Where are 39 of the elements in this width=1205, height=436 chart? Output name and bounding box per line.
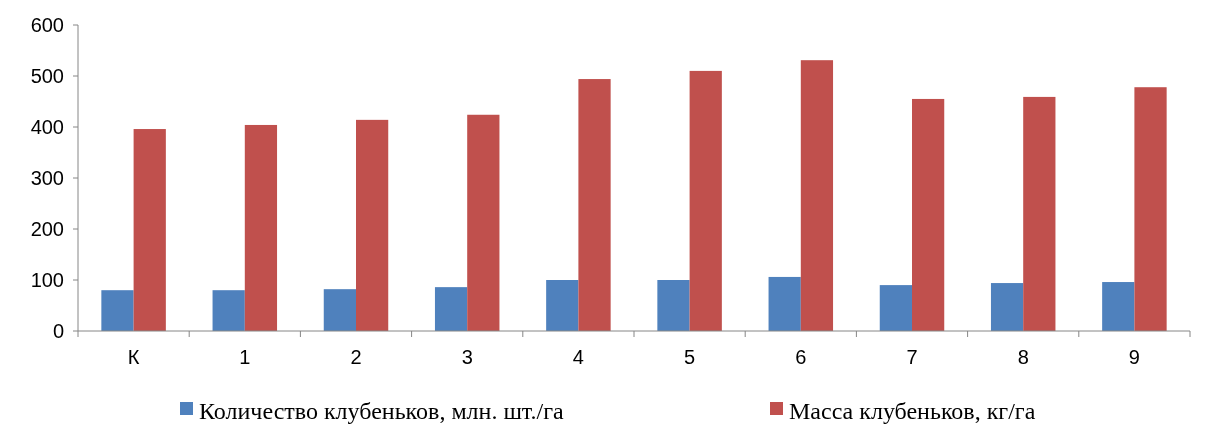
bar [768, 276, 801, 331]
x-tick-label: 6 [795, 346, 807, 368]
bar [990, 283, 1024, 331]
x-tick-label: 2 [350, 346, 362, 368]
y-tick-label: 300 [30, 167, 64, 189]
y-tick-label: 100 [30, 269, 64, 291]
x-tick-label: 5 [684, 346, 696, 368]
bar [1102, 282, 1135, 331]
bar [546, 280, 579, 331]
y-tick-label: 200 [30, 218, 64, 240]
x-tick-label: 7 [906, 346, 918, 368]
bar [657, 280, 690, 331]
x-tick-label: 1 [239, 346, 251, 368]
bar [689, 70, 722, 331]
bar [323, 289, 356, 331]
bar [467, 114, 500, 331]
bar [1023, 96, 1056, 331]
bar [578, 79, 611, 331]
y-tick-label: 500 [30, 65, 64, 87]
bar [101, 290, 134, 331]
bar [879, 285, 912, 331]
bar [133, 129, 166, 331]
y-tick-label: 600 [30, 14, 64, 36]
x-tick-label: 8 [1017, 346, 1029, 368]
bar [912, 98, 945, 331]
y-tick-label: 400 [30, 116, 64, 138]
legend-label: Количество клубеньков, млн. шт./га [199, 398, 565, 425]
legend-label: Масса клубеньков, кг/га [789, 398, 1036, 425]
x-tick-label: 9 [1128, 346, 1140, 368]
x-tick-label: 3 [461, 346, 473, 368]
bar [434, 287, 468, 331]
x-tick-label: 4 [572, 346, 584, 368]
x-tick-label: К [127, 346, 140, 368]
bar [212, 290, 245, 331]
y-tick-label: 0 [52, 320, 64, 342]
bar [244, 124, 278, 331]
bar [800, 60, 834, 331]
bar [356, 119, 389, 331]
bar [1134, 87, 1167, 331]
